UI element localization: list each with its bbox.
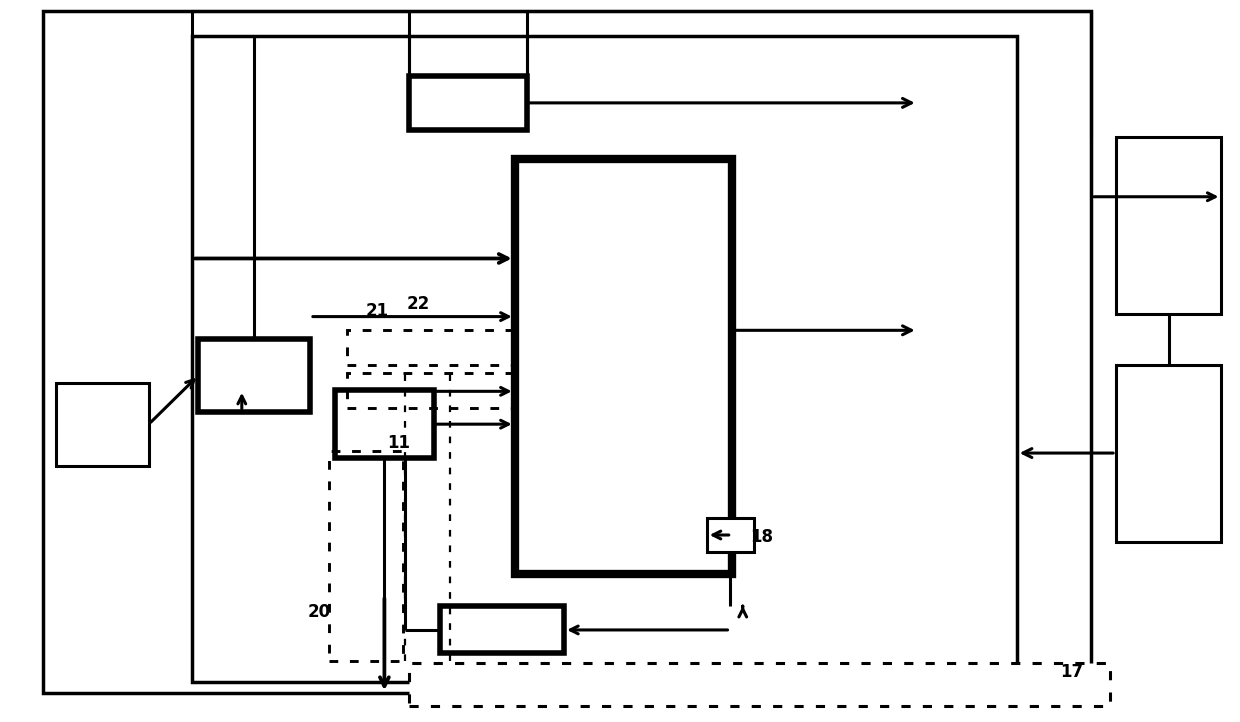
Bar — [409, 76, 527, 130]
Bar — [56, 383, 149, 466]
Text: 11: 11 — [387, 434, 410, 452]
Text: 22: 22 — [407, 295, 430, 313]
Bar — [335, 390, 434, 458]
Bar — [1116, 365, 1221, 542]
Bar — [409, 663, 1110, 706]
Bar — [515, 159, 732, 574]
Text: 20: 20 — [308, 604, 331, 622]
Text: 18: 18 — [750, 528, 774, 546]
Text: 17: 17 — [1060, 664, 1084, 682]
Bar — [192, 36, 1017, 682]
Bar — [707, 518, 754, 552]
Bar — [329, 451, 403, 661]
Bar — [440, 606, 564, 653]
Bar — [347, 330, 515, 365]
Bar — [43, 11, 1091, 693]
Bar — [1116, 137, 1221, 314]
Bar — [347, 373, 515, 408]
Bar — [198, 339, 310, 412]
Text: 21: 21 — [366, 303, 389, 321]
